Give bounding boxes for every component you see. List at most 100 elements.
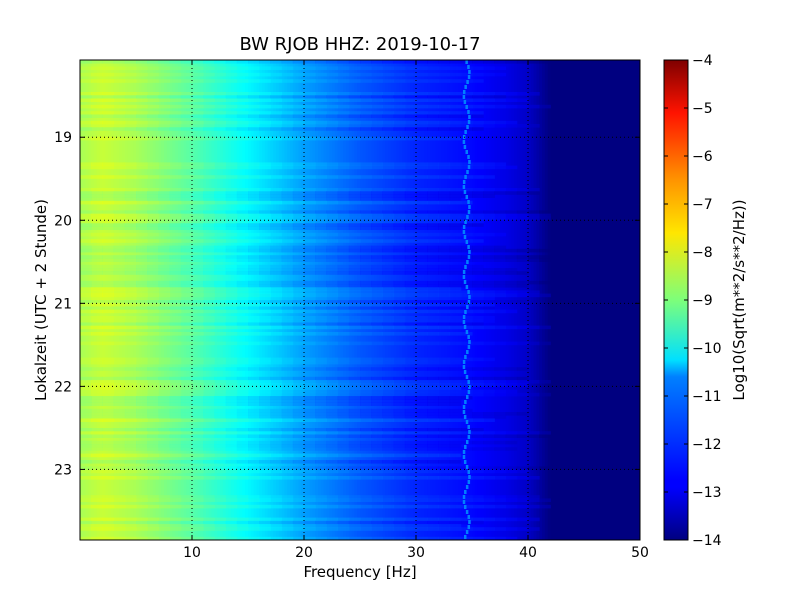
heatmap-band — [483, 434, 495, 438]
heatmap-band — [382, 428, 395, 432]
heatmap-band — [259, 434, 271, 438]
heatmap-band — [438, 383, 451, 387]
heatmap-band — [404, 392, 417, 397]
heatmap-band — [348, 418, 361, 422]
heatmap-band — [348, 114, 361, 118]
heatmap-band — [315, 495, 327, 499]
heatmap-band — [449, 255, 462, 259]
heatmap-band — [472, 434, 484, 438]
heatmap-band — [292, 287, 305, 291]
heatmap-band — [80, 309, 92, 314]
heatmap-band — [382, 210, 395, 214]
heatmap-band — [102, 367, 115, 371]
heatmap-band — [337, 124, 350, 128]
heatmap-band — [449, 428, 462, 432]
heatmap-band — [337, 216, 350, 221]
heatmap-band — [371, 367, 383, 371]
heatmap-band — [214, 95, 227, 99]
heatmap-band — [203, 175, 215, 179]
heatmap-band — [225, 210, 238, 214]
heatmap-band — [371, 504, 383, 509]
heatmap-band — [382, 360, 395, 365]
heatmap-band — [304, 104, 316, 109]
heatmap-band — [449, 188, 462, 192]
heatmap-band — [505, 120, 518, 125]
heatmap-band — [158, 412, 171, 416]
heatmap-band — [281, 245, 294, 250]
heatmap-band — [393, 175, 406, 179]
heatmap-band — [315, 402, 327, 406]
heatmap-band — [472, 264, 484, 269]
heatmap-band — [292, 220, 305, 224]
heatmap-band — [393, 303, 406, 307]
heatmap-band — [113, 223, 126, 227]
heatmap-band — [214, 223, 227, 227]
heatmap-band — [80, 440, 92, 445]
colorbar-tick-label: −7 — [692, 197, 713, 213]
heatmap-band — [393, 124, 406, 128]
heatmap-band — [270, 194, 283, 198]
heatmap-band — [180, 194, 193, 198]
heatmap-band — [360, 293, 372, 298]
heatmap-band — [326, 290, 339, 294]
heatmap-band — [248, 120, 260, 125]
heatmap-band — [270, 287, 283, 291]
heatmap-band — [259, 72, 271, 77]
heatmap-band — [404, 440, 417, 445]
heatmap-band — [404, 223, 417, 227]
heatmap-band — [225, 136, 238, 141]
heatmap-band — [248, 293, 260, 298]
heatmap-band — [393, 380, 406, 384]
heatmap-band — [281, 453, 294, 458]
heatmap-band — [180, 239, 193, 243]
heatmap-band — [270, 293, 283, 298]
heatmap-band — [292, 284, 305, 288]
heatmap-band — [136, 60, 148, 64]
heatmap-band — [248, 389, 260, 394]
heatmap-band — [427, 440, 439, 445]
heatmap-band — [449, 536, 462, 540]
heatmap-band — [326, 322, 339, 326]
heatmap-band — [270, 466, 283, 470]
heatmap-band — [236, 527, 249, 531]
heatmap-band — [404, 309, 417, 314]
heatmap-band — [427, 402, 439, 406]
heatmap-band — [136, 517, 148, 522]
heatmap-band — [382, 280, 395, 285]
heatmap-band — [124, 111, 137, 115]
heatmap-band — [281, 399, 294, 403]
heatmap-band — [180, 165, 193, 170]
heatmap-band — [158, 357, 171, 362]
heatmap-band — [124, 527, 137, 531]
heatmap-band — [416, 136, 428, 141]
heatmap-band — [124, 386, 137, 390]
heatmap-band — [169, 520, 182, 525]
heatmap-band — [360, 399, 372, 403]
heatmap-band — [337, 322, 350, 326]
heatmap-band — [494, 290, 507, 294]
heatmap-band — [102, 495, 115, 499]
heatmap-band — [393, 386, 406, 390]
heatmap-band — [236, 498, 249, 502]
heatmap-band — [158, 418, 171, 422]
heatmap-band — [416, 536, 428, 540]
heatmap-band — [281, 428, 294, 432]
plot-area — [80, 60, 640, 540]
heatmap-band — [80, 60, 92, 64]
heatmap-band — [270, 360, 283, 365]
heatmap-band — [304, 367, 316, 371]
heatmap-band — [169, 357, 182, 362]
heatmap-band — [248, 431, 260, 435]
heatmap-band — [505, 268, 518, 272]
heatmap-band — [393, 191, 406, 195]
heatmap-band — [236, 332, 249, 336]
heatmap-band — [427, 175, 439, 179]
heatmap-band — [259, 104, 271, 109]
heatmap-band — [360, 367, 372, 371]
heatmap-band — [281, 415, 294, 419]
heatmap-band — [371, 434, 383, 438]
heatmap-band — [326, 136, 339, 141]
heatmap-band — [348, 453, 361, 458]
heatmap-band — [438, 114, 451, 118]
heatmap-band — [472, 309, 484, 314]
